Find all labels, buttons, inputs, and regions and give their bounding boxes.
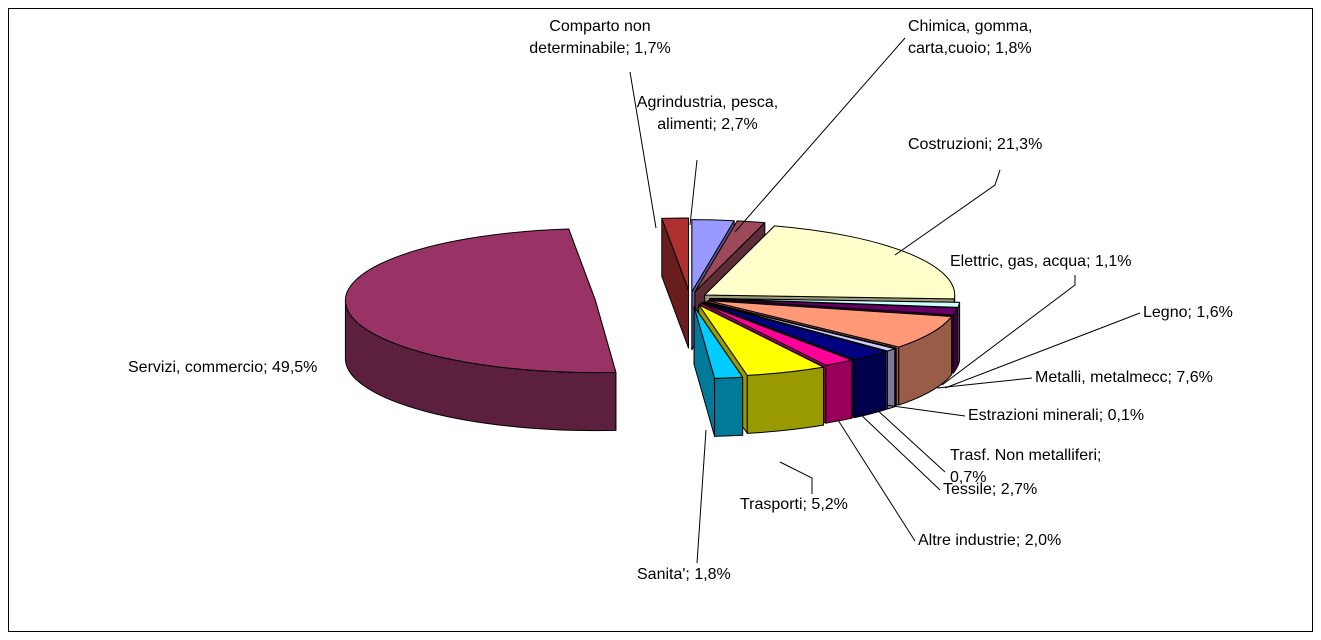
label-separator: ; bbox=[802, 496, 812, 513]
data-label: Costruzioni; 21,3% bbox=[908, 134, 1108, 156]
chart-frame bbox=[8, 8, 1313, 632]
leader-line bbox=[689, 159, 698, 226]
leader-line bbox=[779, 461, 813, 494]
slice bbox=[693, 306, 744, 437]
leader-line bbox=[837, 419, 916, 542]
slice-top bbox=[700, 302, 853, 366]
label-name: Costruzioni bbox=[908, 136, 989, 153]
label-value: 2,7% bbox=[721, 116, 758, 133]
slice-top bbox=[698, 304, 825, 376]
label-name: Altre industrie bbox=[918, 532, 1016, 549]
slice-wall bbox=[853, 350, 887, 419]
data-label: Trasf. Non metalliferi; 0,7% bbox=[950, 445, 1140, 489]
label-name: Legno bbox=[1143, 304, 1188, 321]
slice-wall bbox=[746, 366, 825, 434]
data-label: Legno; 1,6% bbox=[1143, 302, 1263, 324]
leader-line bbox=[941, 275, 1076, 386]
label-separator: ; bbox=[1167, 369, 1177, 386]
slice-top bbox=[709, 298, 961, 308]
slice-top bbox=[691, 219, 735, 293]
slice-wall bbox=[714, 376, 744, 437]
data-label: Altre industrie; 2,0% bbox=[918, 530, 1138, 552]
data-label: Estrazioni minerali; 0,1% bbox=[968, 405, 1208, 427]
slice-top bbox=[704, 301, 896, 352]
leader-line bbox=[734, 37, 906, 233]
label-value: 49,5% bbox=[272, 359, 318, 376]
data-label: Agrindustria, pesca, alimenti; 2,7% bbox=[610, 92, 805, 136]
label-name: Chimica, gomma, carta,cuoio bbox=[908, 18, 1033, 57]
leader-line bbox=[936, 377, 1033, 389]
label-separator: ; bbox=[1187, 304, 1197, 321]
label-separator: ; bbox=[685, 566, 695, 583]
label-name: Trasporti bbox=[740, 496, 803, 513]
data-label: Tessile; 2,7% bbox=[943, 479, 1063, 501]
label-separator: ; bbox=[991, 481, 1001, 498]
label-separator: ; bbox=[625, 40, 635, 57]
leader-line bbox=[629, 71, 657, 229]
label-name: Comparto non determinabile bbox=[529, 18, 651, 57]
label-name: Metalli, metalmecc bbox=[1035, 369, 1168, 386]
leader-line bbox=[894, 169, 1001, 256]
label-value: 2,0% bbox=[1024, 532, 1062, 549]
slice-top bbox=[709, 298, 959, 316]
data-label: Servizi, commercio; 49,5% bbox=[128, 357, 388, 379]
leader-line bbox=[944, 312, 1141, 389]
label-value: 1,7% bbox=[634, 40, 671, 57]
data-label: Metalli, metalmecc; 7,6% bbox=[1035, 367, 1275, 389]
data-label: Comparto non determinabile; 1,7% bbox=[505, 16, 695, 60]
data-label: Elettric, gas, acqua; 1,1% bbox=[950, 251, 1210, 273]
label-name: Trasf. Non metalliferi bbox=[950, 447, 1097, 464]
label-separator: ; bbox=[263, 359, 273, 376]
slice-wall bbox=[886, 348, 896, 410]
leader-line bbox=[696, 429, 707, 564]
slice-top bbox=[704, 225, 956, 300]
slice-top bbox=[344, 228, 617, 374]
label-value: 1,6% bbox=[1196, 304, 1233, 321]
label-value: 0,1% bbox=[1107, 407, 1145, 424]
label-name: Sanita' bbox=[637, 566, 686, 583]
label-name: Elettric, gas, acqua bbox=[950, 253, 1087, 270]
label-separator: ; bbox=[986, 40, 996, 57]
slice-top bbox=[694, 220, 766, 293]
slice bbox=[344, 228, 617, 432]
label-separator: ; bbox=[712, 116, 722, 133]
leader-line bbox=[874, 407, 946, 473]
label-name: Agrindustria, pesca, alimenti bbox=[636, 94, 779, 133]
slice-top bbox=[661, 217, 690, 291]
label-value: 5,2% bbox=[811, 496, 848, 513]
label-value: 2,7% bbox=[1000, 481, 1038, 498]
leader-line bbox=[857, 411, 941, 491]
slice-wall bbox=[825, 359, 853, 424]
label-value: 1,1% bbox=[1094, 253, 1132, 270]
label-separator: ; bbox=[1086, 253, 1095, 270]
slice-wall bbox=[952, 307, 959, 374]
data-label: Sanita'; 1,8% bbox=[637, 564, 777, 586]
label-value: 0,7% bbox=[950, 469, 987, 486]
slice-top bbox=[702, 301, 887, 361]
label-separator: ; bbox=[1097, 447, 1102, 464]
leader-line bbox=[884, 404, 966, 417]
label-value: 7,6% bbox=[1176, 369, 1213, 386]
label-name: Servizi, commercio bbox=[128, 359, 264, 376]
label-separator: ; bbox=[1098, 407, 1108, 424]
label-separator: ; bbox=[1015, 532, 1025, 549]
slice bbox=[661, 217, 690, 349]
slice-top bbox=[707, 300, 953, 348]
label-value: 1,8% bbox=[995, 40, 1032, 57]
label-value: 21,3% bbox=[996, 136, 1043, 153]
label-value: 1,8% bbox=[694, 566, 731, 583]
data-label: Trasporti; 5,2% bbox=[740, 494, 900, 516]
label-name: Estrazioni minerali bbox=[968, 407, 1099, 424]
slice-top bbox=[693, 306, 744, 379]
data-label: Chimica, gomma, carta,cuoio; 1,8% bbox=[908, 16, 1083, 60]
label-name: Tessile bbox=[943, 481, 992, 498]
label-separator: ; bbox=[988, 136, 997, 153]
